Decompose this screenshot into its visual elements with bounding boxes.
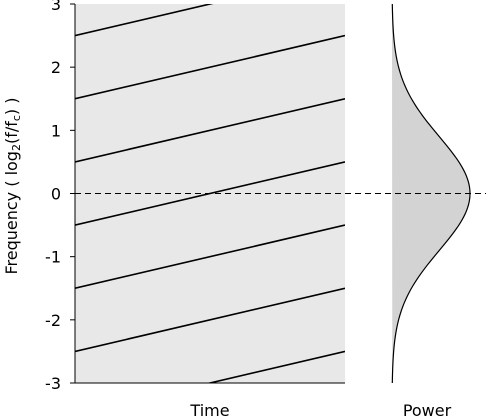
y-tick-label: 1 bbox=[51, 121, 61, 140]
time-label: Time bbox=[189, 401, 229, 420]
y-tick-label: -2 bbox=[45, 311, 61, 330]
y-tick-label: 2 bbox=[51, 58, 61, 77]
y-axis-label: Frequency ( log2(f/fc) ) bbox=[2, 97, 23, 274]
y-axis-ticks: 3 2 1 0 -1 -2 -3 bbox=[45, 0, 75, 393]
y-tick-label: -1 bbox=[45, 248, 61, 267]
y-tick-label: -3 bbox=[45, 374, 61, 393]
y-tick-label: 3 bbox=[51, 0, 61, 14]
y-tick-label: 0 bbox=[51, 185, 61, 204]
power-label: Power bbox=[403, 401, 452, 420]
